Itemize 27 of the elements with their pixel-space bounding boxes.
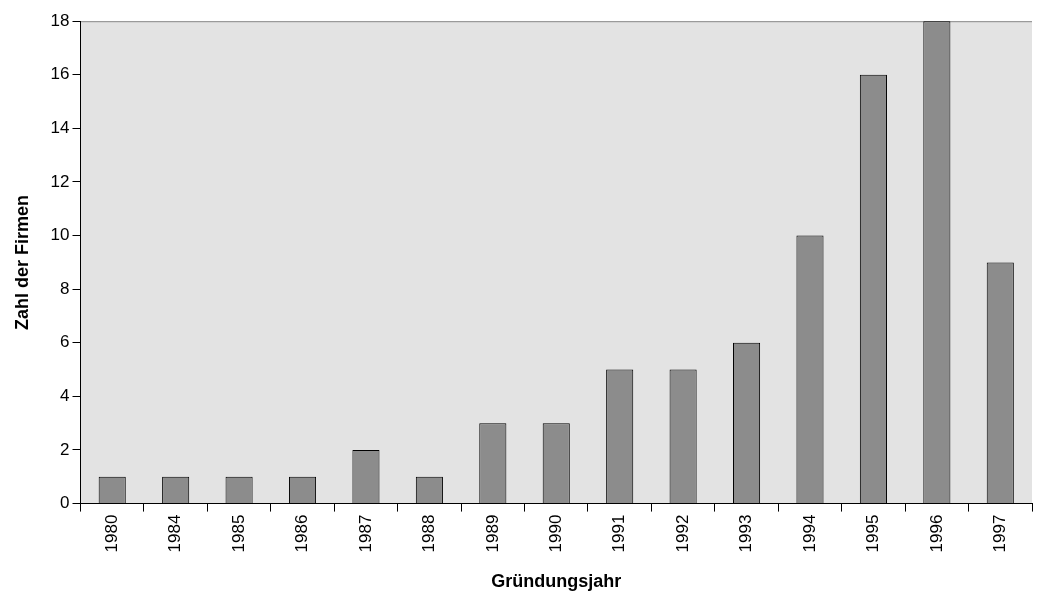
- y-tick-label: 2: [60, 439, 70, 459]
- x-tick-label: 1994: [799, 514, 819, 553]
- x-tick-label: 1984: [165, 514, 185, 553]
- x-tick-label: 1996: [926, 514, 946, 553]
- y-axis-title: Zahl der Firmen: [11, 194, 32, 330]
- x-tick-label: 1997: [989, 514, 1009, 553]
- x-tick-label: 1991: [609, 514, 629, 553]
- x-tick-label: 1988: [419, 514, 439, 553]
- y-tick-label: 10: [50, 225, 70, 245]
- y-tick-label: 12: [50, 171, 70, 191]
- y-tick-label: 4: [60, 386, 70, 406]
- y-tick-label: 0: [60, 493, 70, 513]
- x-tick-label: 1995: [863, 514, 883, 553]
- y-tick-label: 16: [50, 64, 70, 84]
- y-tick-label: 8: [60, 278, 70, 298]
- x-tick-label: 1990: [545, 514, 565, 553]
- x-tick-label: 1985: [228, 514, 248, 553]
- y-tick-label: 14: [50, 118, 70, 138]
- x-tick-label: 1993: [736, 514, 756, 553]
- x-tick-label: 1986: [292, 514, 312, 553]
- x-axis-title: Gründungsjahr: [491, 571, 622, 592]
- x-tick-label: 1980: [101, 514, 121, 553]
- y-tick-label: 18: [50, 10, 70, 30]
- x-tick-label: 1989: [482, 514, 502, 553]
- y-tick-label: 6: [60, 332, 70, 352]
- x-tick-label: 1987: [355, 514, 375, 553]
- x-tick-label: 1992: [672, 514, 692, 553]
